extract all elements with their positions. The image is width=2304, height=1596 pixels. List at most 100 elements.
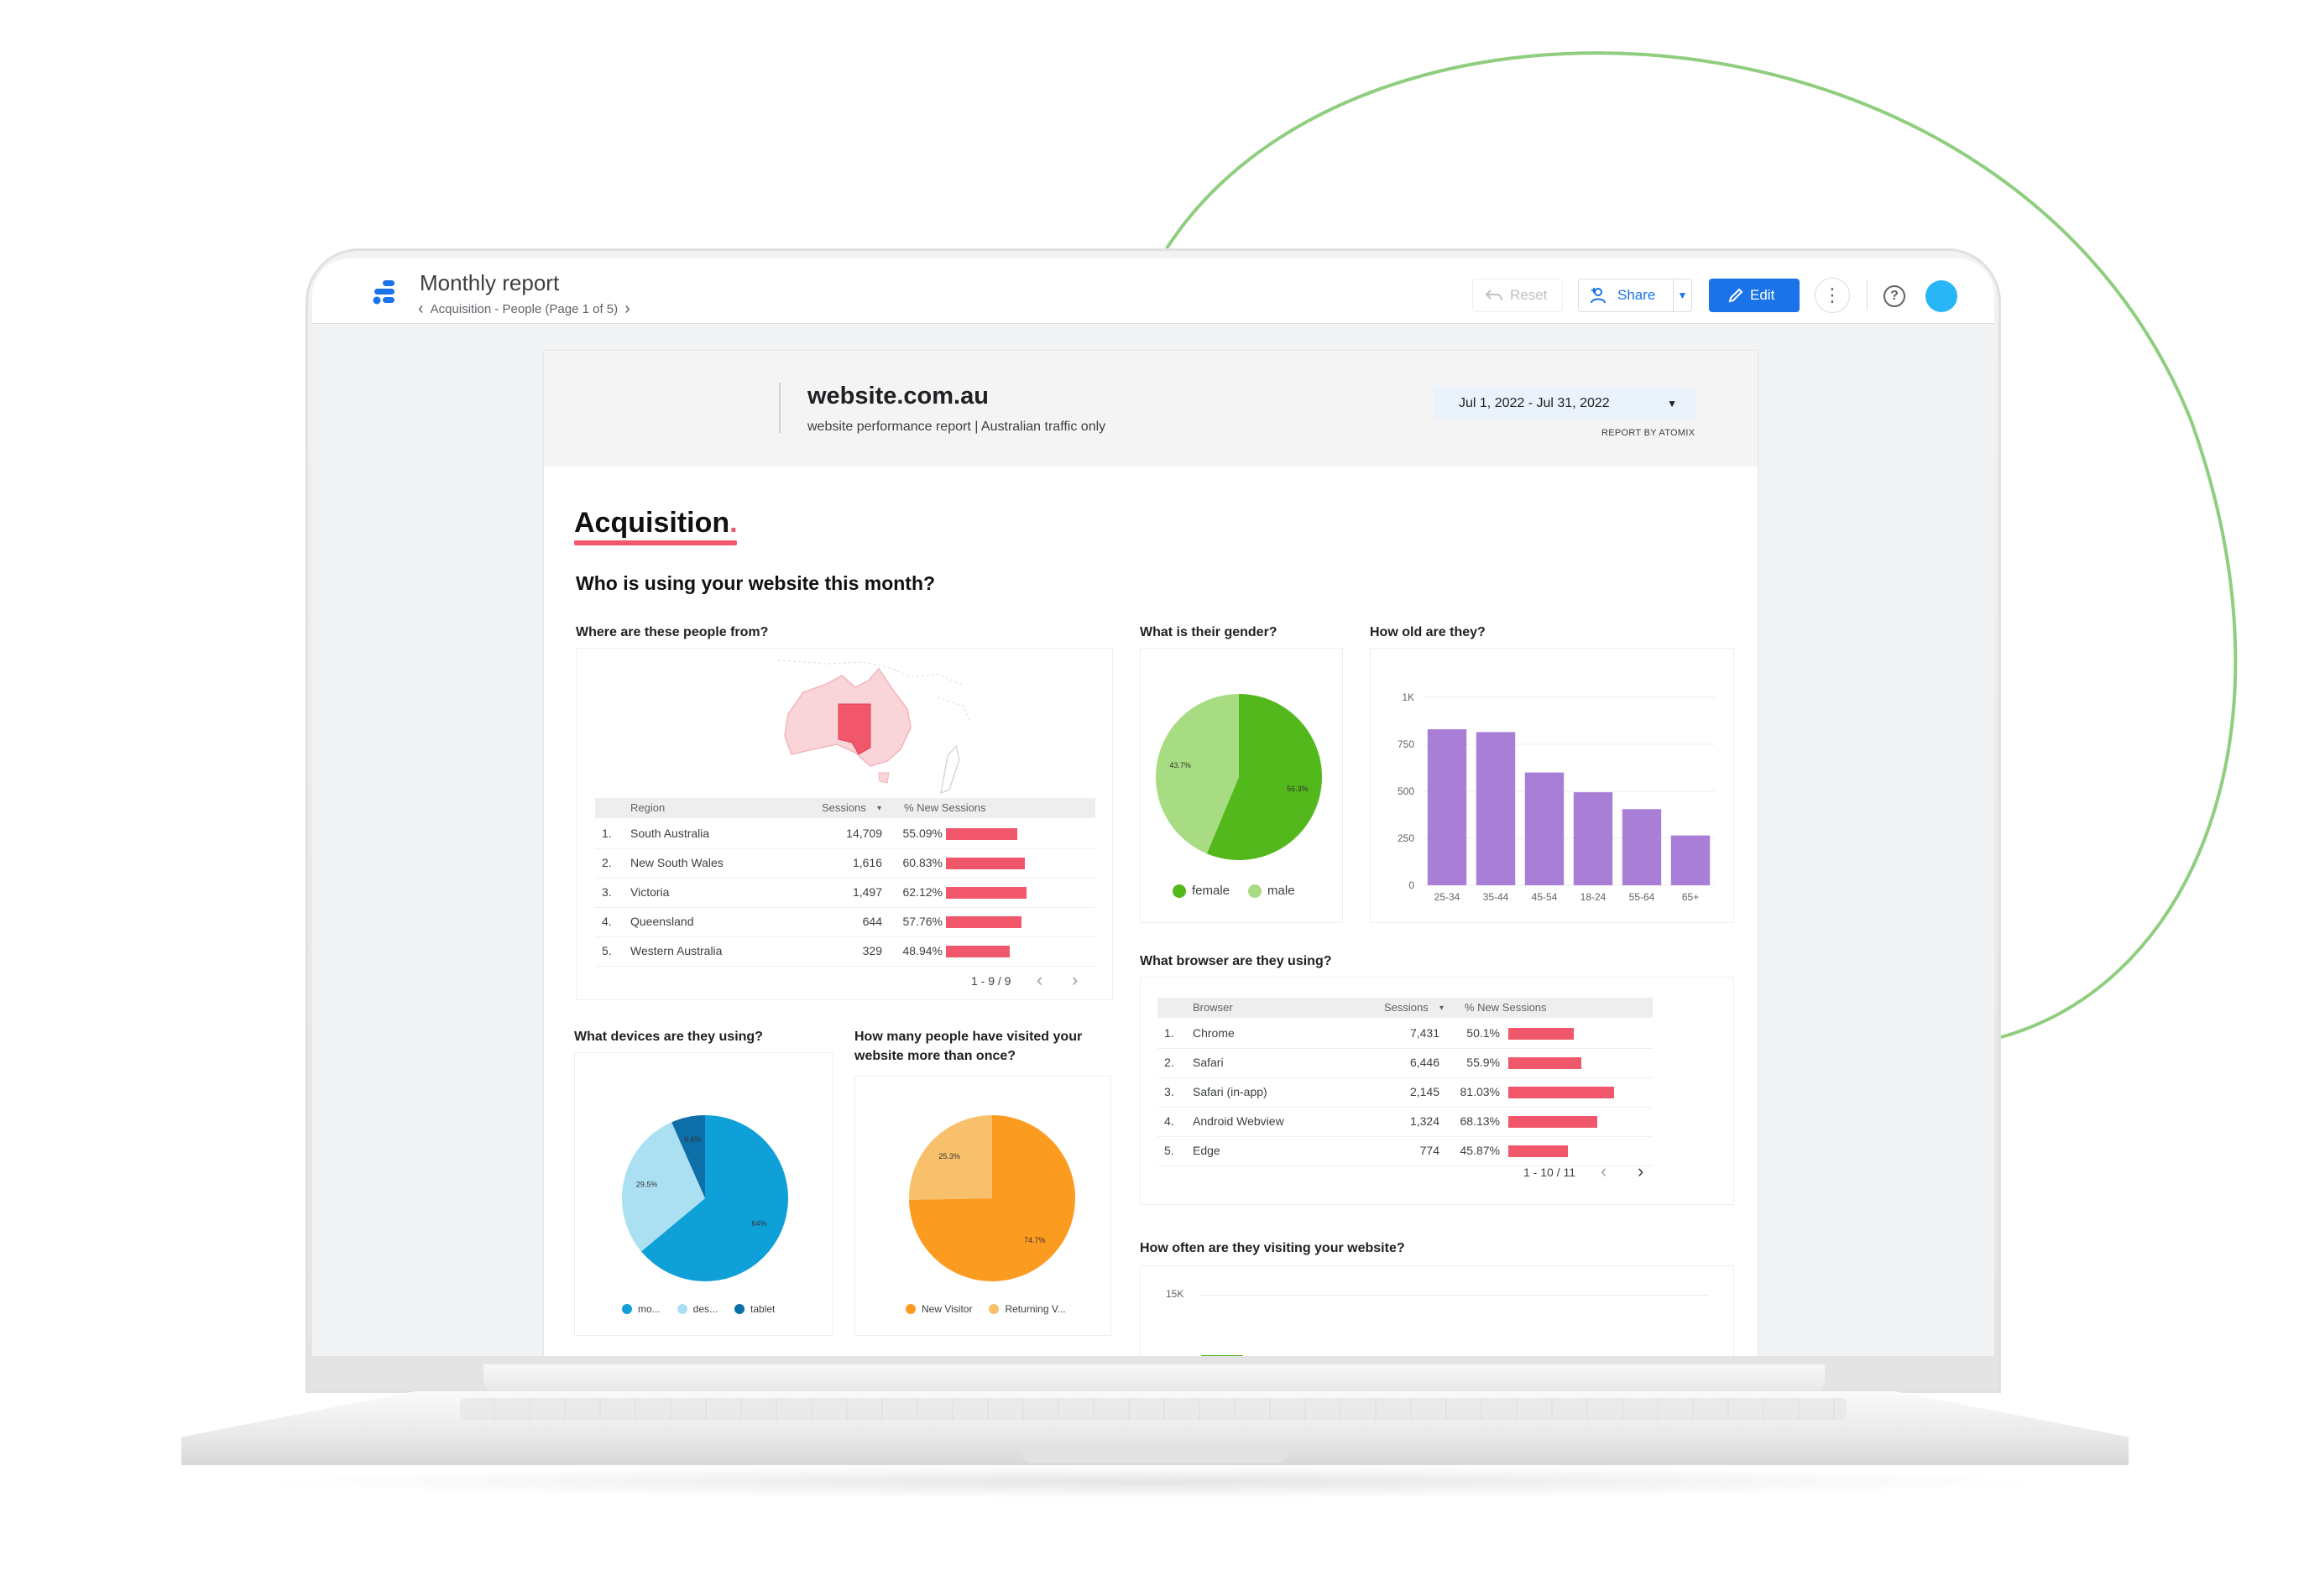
browser-title: What browser are they using? xyxy=(1140,954,1332,968)
y-tick-label: 250 xyxy=(1398,832,1414,844)
sort-caret-icon[interactable]: ▾ xyxy=(877,804,882,813)
legend-female[interactable]: female xyxy=(1173,884,1230,898)
row-number: 1. xyxy=(602,827,612,840)
legend-dot-mobile xyxy=(622,1304,632,1314)
undo-icon xyxy=(1485,289,1502,301)
avatar[interactable] xyxy=(1925,280,1957,312)
pie-slice[interactable] xyxy=(622,1122,705,1252)
visitors-title: How many people have visited your websit… xyxy=(854,1027,1082,1066)
age-bar[interactable] xyxy=(1476,732,1516,885)
legend-tablet[interactable]: tablet xyxy=(734,1303,775,1315)
percent-bar xyxy=(1508,1057,1581,1069)
x-tick-label: 25-34 xyxy=(1434,891,1460,903)
table-row[interactable]: 4. Queensland 644 57.76% xyxy=(595,908,1095,937)
gender-legend: female male xyxy=(1173,884,1295,898)
table-row[interactable]: 1. South Australia 14,709 55.09% xyxy=(595,820,1095,849)
pie-slice[interactable] xyxy=(909,1115,992,1200)
visitors-pie-chart[interactable]: 74.7% 25.3% xyxy=(907,1114,1077,1283)
table-row[interactable]: 5. Western Australia 329 48.94% xyxy=(595,937,1095,967)
row-number: 5. xyxy=(602,944,612,957)
share-button[interactable]: Share ▼ xyxy=(1578,279,1692,312)
row-name: Android Webview xyxy=(1193,1114,1284,1128)
australia-map[interactable] xyxy=(761,655,980,796)
laptop-hinge xyxy=(483,1364,1825,1395)
col-new-sessions[interactable]: % New Sessions xyxy=(1465,1001,1547,1014)
x-tick-label: 18-24 xyxy=(1580,891,1607,903)
pie-slice[interactable] xyxy=(1206,694,1322,860)
col-browser[interactable]: Browser xyxy=(1193,1001,1233,1014)
table-row[interactable]: 3. Safari (in-app) 2,145 81.03% xyxy=(1157,1078,1653,1108)
date-range-picker[interactable]: Jul 1, 2022 - Jul 31, 2022 ▼ xyxy=(1434,388,1695,420)
legend-returning-visitor[interactable]: Returning V... xyxy=(989,1303,1066,1315)
gender-title: What is their gender? xyxy=(1140,625,1277,639)
help-icon[interactable]: ? xyxy=(1883,285,1905,307)
col-region[interactable]: Region xyxy=(630,801,666,814)
frequency-bar[interactable] xyxy=(1201,1355,1243,1356)
report-title[interactable]: Monthly report xyxy=(420,270,560,295)
pie-slice[interactable] xyxy=(1156,694,1239,854)
pie-slice-label: 56.3% xyxy=(1287,785,1309,793)
table-row[interactable]: 2. New South Wales 1,616 60.83% xyxy=(595,849,1095,879)
table-row[interactable]: 5. Edge 774 45.87% xyxy=(1157,1137,1653,1166)
region-table: Region Sessions ▾ % New Sessions 1. South… xyxy=(595,798,1095,974)
legend-desktop[interactable]: des... xyxy=(677,1303,718,1315)
percent-bar xyxy=(1508,1087,1614,1098)
y-tick-label: 0 xyxy=(1408,879,1414,891)
pie-slice[interactable] xyxy=(640,1115,788,1281)
header-divider xyxy=(779,383,781,433)
age-bar[interactable] xyxy=(1524,772,1565,885)
x-tick-label: 45-54 xyxy=(1532,891,1558,903)
age-bar[interactable] xyxy=(1670,835,1711,885)
chevron-right-icon[interactable]: › xyxy=(1638,1160,1644,1181)
table-row[interactable]: 4. Android Webview 1,324 68.13% xyxy=(1157,1108,1653,1137)
percent-bar xyxy=(946,887,1027,899)
chevron-left-icon[interactable]: ‹ xyxy=(418,300,424,318)
row-name: New South Wales xyxy=(630,856,724,869)
visitors-legend: New Visitor Returning V... xyxy=(906,1303,1066,1315)
region-table-header: Region Sessions ▾ % New Sessions xyxy=(595,798,1095,818)
col-sessions[interactable]: Sessions xyxy=(1384,1001,1429,1014)
age-bar[interactable] xyxy=(1573,792,1613,885)
reset-button[interactable]: Reset xyxy=(1472,279,1563,312)
table-row[interactable]: 1. Chrome 7,431 50.1% xyxy=(1157,1020,1653,1049)
legend-label-desktop: des... xyxy=(692,1303,718,1315)
col-new-sessions[interactable]: % New Sessions xyxy=(904,801,986,814)
reset-label: Reset xyxy=(1510,287,1548,303)
legend-label-male: male xyxy=(1267,884,1295,898)
chevron-left-icon[interactable]: ‹ xyxy=(1601,1160,1607,1181)
row-number: 5. xyxy=(1164,1144,1174,1157)
devices-pie-chart[interactable]: 64% 29.5% 6.6% xyxy=(620,1114,790,1283)
table-row[interactable]: 3. Victoria 1,497 62.12% xyxy=(595,879,1095,908)
row-number: 3. xyxy=(1164,1085,1174,1098)
chevron-right-icon[interactable]: › xyxy=(1072,969,1079,990)
row-number: 2. xyxy=(602,856,612,869)
col-sessions[interactable]: Sessions xyxy=(822,801,866,814)
chevron-left-icon[interactable]: ‹ xyxy=(1037,969,1043,990)
row-percent: 62.12% xyxy=(902,885,943,899)
region-title: Where are these people from? xyxy=(576,625,769,639)
legend-mobile[interactable]: mo... xyxy=(622,1303,661,1315)
pie-slice[interactable] xyxy=(909,1115,1075,1281)
age-bar[interactable] xyxy=(1622,809,1662,885)
gender-pie-chart[interactable]: 56.3% 43.7% xyxy=(1154,692,1324,862)
share-caret-down-icon[interactable]: ▼ xyxy=(1673,279,1691,311)
row-number: 4. xyxy=(602,915,612,928)
report-logo-icon[interactable] xyxy=(371,280,405,309)
age-bar-chart[interactable]: 1K 750 500 250 0 25-34 35-44 45-54 18-24 55-64 65+ xyxy=(1371,649,1735,924)
legend-new-visitor[interactable]: New Visitor xyxy=(906,1303,972,1315)
gender-panel: 56.3% 43.7% female male xyxy=(1140,648,1343,923)
table-row[interactable]: 2. Safari 6,446 55.9% xyxy=(1157,1049,1653,1078)
devices-title: What devices are they using? xyxy=(574,1030,763,1044)
pie-slice[interactable] xyxy=(671,1115,705,1198)
section-title: Acquisition. xyxy=(574,507,738,540)
row-sessions: 644 xyxy=(862,915,882,928)
legend-male[interactable]: male xyxy=(1248,884,1295,898)
chevron-right-icon[interactable]: › xyxy=(624,300,630,318)
edit-button[interactable]: Edit xyxy=(1709,279,1800,312)
age-bar[interactable] xyxy=(1427,729,1467,885)
more-vert-icon[interactable]: ⋮ xyxy=(1815,278,1850,313)
row-percent: 50.1% xyxy=(1466,1026,1500,1040)
sort-caret-icon[interactable]: ▾ xyxy=(1439,1004,1445,1013)
breadcrumb-page[interactable]: Acquisition - People (Page 1 of 5) xyxy=(430,301,619,316)
